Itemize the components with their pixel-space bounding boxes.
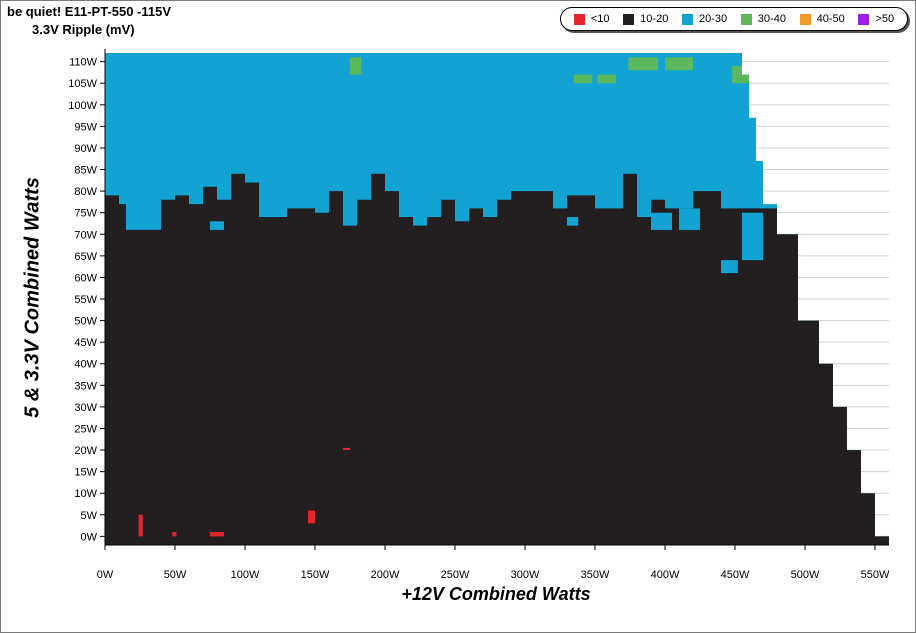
- x-tick-label: 150W: [301, 569, 330, 581]
- legend-item: 40-50: [799, 13, 845, 25]
- legend-item: 30-40: [740, 13, 786, 25]
- y-tick-label: 85W: [74, 165, 97, 177]
- legend-label: 40-50: [816, 13, 845, 25]
- x-tick-label: 0W: [97, 569, 114, 581]
- y-tick-label: 90W: [74, 143, 97, 155]
- y-tick-label: 80W: [74, 186, 97, 198]
- legend-label: 10-20: [640, 13, 669, 25]
- y-tick-label: 0W: [81, 531, 98, 543]
- legend-swatch: [623, 13, 635, 25]
- x-axis-title: +12V Combined Watts: [401, 584, 591, 604]
- region-lt10: [343, 447, 350, 451]
- region-lt10: [210, 532, 224, 537]
- region-10-20: [105, 173, 889, 545]
- region-30-40: [574, 74, 593, 84]
- legend-swatch: [858, 13, 870, 25]
- y-tick-label: 55W: [74, 294, 97, 306]
- x-tick-label: 450W: [721, 569, 750, 581]
- y-tick-label: 75W: [74, 208, 97, 220]
- legend-label: 20-30: [698, 13, 728, 25]
- y-tick-label: 5W: [81, 510, 98, 522]
- y-tick-label: 50W: [74, 316, 97, 328]
- region-lt10: [172, 532, 177, 537]
- region-30-40: [628, 57, 658, 71]
- y-tick-label: 10W: [74, 488, 97, 500]
- chart-subtitle: 3.3V Ripple (mV): [32, 22, 135, 37]
- region-20-30-pocket: [567, 217, 579, 226]
- y-tick-label: 20W: [74, 445, 97, 457]
- chart-title: be quiet! E11-PT-550 -115V: [7, 4, 172, 19]
- x-tick-label: 100W: [231, 569, 260, 581]
- y-tick-label: 70W: [74, 229, 97, 241]
- region-30-40: [665, 57, 693, 71]
- region-20-30-pocket: [343, 217, 357, 226]
- y-tick-label: 25W: [74, 423, 97, 435]
- legend-swatch: [740, 13, 752, 25]
- region-20-30-pocket: [679, 208, 700, 230]
- y-tick-label: 105W: [68, 78, 97, 90]
- legend-swatch: [799, 13, 811, 25]
- region-lt10: [138, 514, 143, 537]
- region-20-30-pocket: [721, 260, 738, 274]
- legend-swatch: [681, 13, 693, 25]
- legend-item: 10-20: [623, 13, 668, 25]
- x-tick-label: 50W: [164, 569, 187, 581]
- x-tick-label: 500W: [791, 569, 820, 581]
- region-lt10: [308, 510, 315, 524]
- region-30-40: [350, 57, 362, 75]
- legend-item: 20-30: [681, 13, 728, 25]
- x-tick-label: 350W: [581, 569, 610, 581]
- region-20-30-pocket: [651, 212, 672, 230]
- x-tick-label: 300W: [511, 569, 540, 581]
- region-30-40: [732, 65, 749, 84]
- legend: <10 10-20 20-30 30-40 40-50 >50: [560, 7, 908, 31]
- region-20-30-pocket: [210, 221, 224, 230]
- y-tick-label: 60W: [74, 272, 97, 284]
- legend-item: <10: [573, 13, 610, 25]
- legend-swatch: [573, 13, 585, 25]
- y-tick-label: 45W: [74, 337, 97, 349]
- y-tick-label: 35W: [74, 380, 97, 392]
- y-tick-label: 15W: [74, 467, 97, 479]
- y-axis-title: 5 & 3.3V Combined Watts: [21, 177, 44, 418]
- x-tick-label: 400W: [651, 569, 680, 581]
- legend-label: <10: [590, 13, 610, 25]
- y-tick-label: 40W: [74, 359, 97, 371]
- region-30-40: [597, 74, 616, 84]
- y-tick-label: 95W: [74, 121, 97, 133]
- legend-item: >50: [858, 13, 894, 25]
- x-tick-label: 550W: [861, 569, 890, 581]
- region-20-30-pocket: [742, 212, 763, 261]
- y-tick-label: 30W: [74, 402, 97, 414]
- region-20-30-pocket: [140, 199, 150, 209]
- y-tick-label: 110W: [69, 57, 98, 69]
- x-tick-label: 250W: [441, 569, 470, 581]
- y-tick-label: 100W: [68, 100, 97, 112]
- y-tick-label: 65W: [74, 251, 97, 263]
- x-tick-label: 200W: [371, 569, 400, 581]
- legend-label: 30-40: [757, 13, 786, 25]
- legend-label: >50: [875, 13, 895, 25]
